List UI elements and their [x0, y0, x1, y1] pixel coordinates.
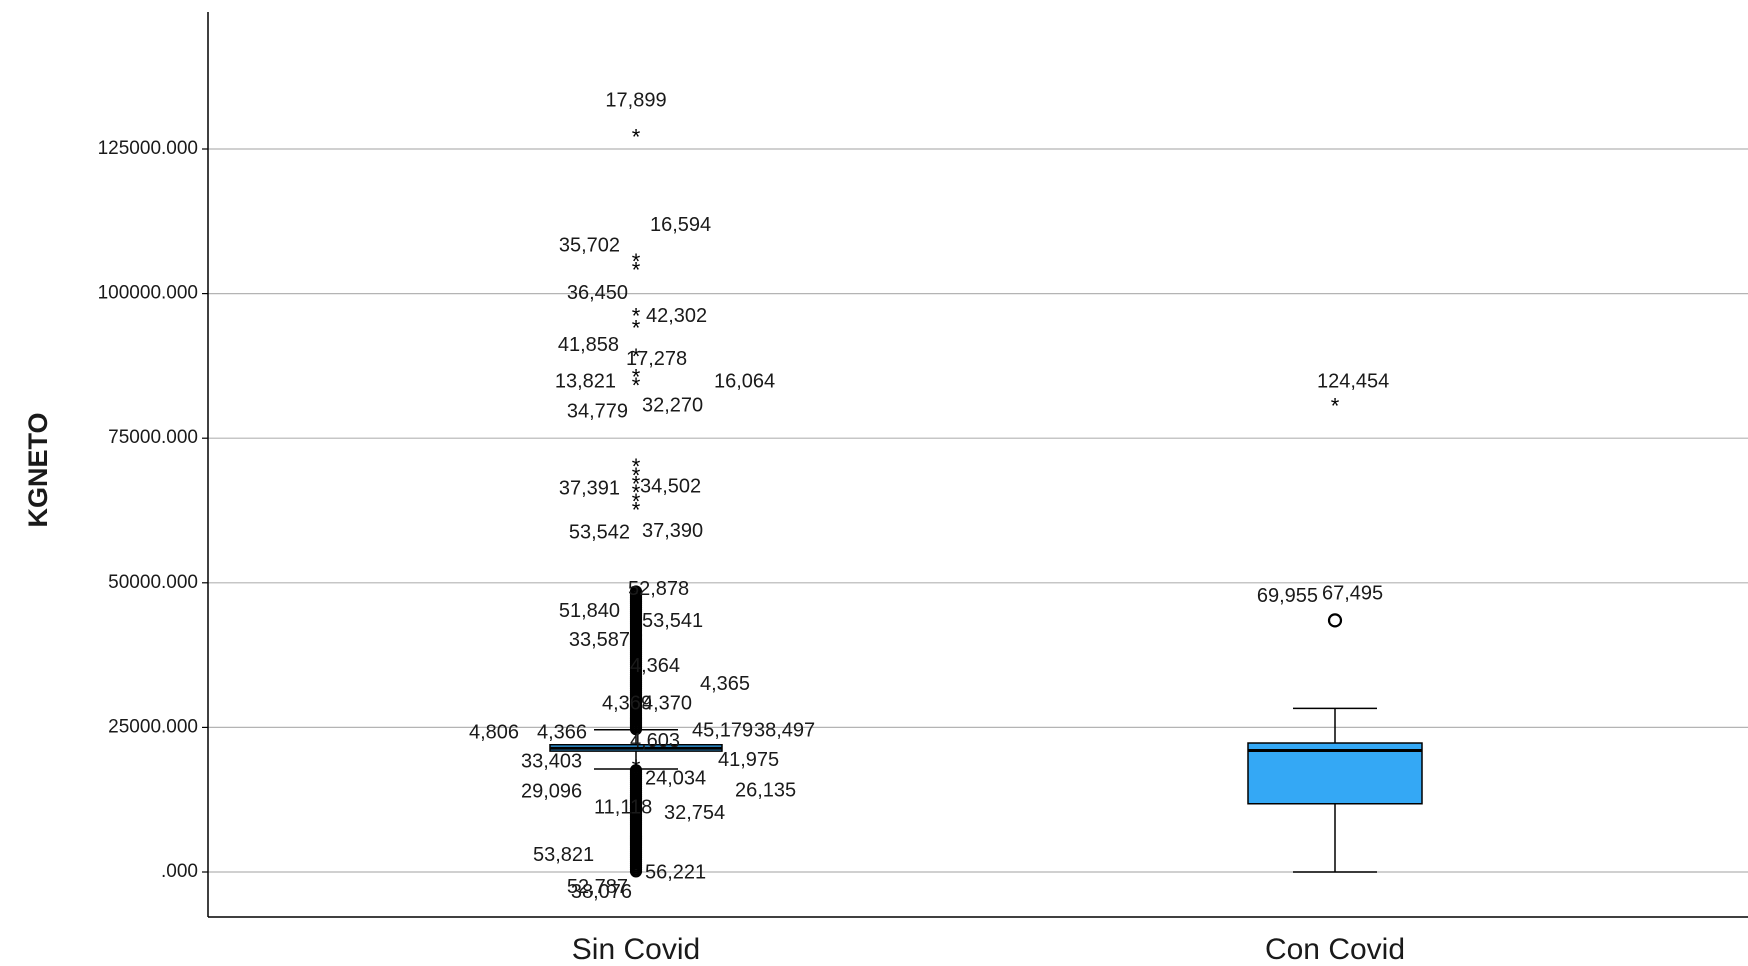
extreme-star: *	[632, 454, 641, 479]
outlier-label: 16,064	[714, 370, 775, 392]
extreme-star: *	[632, 249, 641, 274]
axes	[207, 12, 1748, 918]
extreme-star: *	[632, 344, 641, 369]
outlier-label: 53,542	[569, 521, 630, 543]
outlier-points: **********************************	[629, 124, 1343, 879]
outlier-label: 51,840	[559, 600, 620, 622]
outlier-label: 37,390	[642, 520, 703, 542]
extreme-star: *	[632, 845, 641, 870]
y-axis-title: KGNETO	[23, 412, 53, 527]
outlier-label: 17,278	[626, 348, 687, 370]
extreme-star: *	[632, 489, 641, 514]
y-tick-label: 50000.000	[108, 572, 198, 593]
extreme-star: *	[632, 685, 641, 710]
extreme-star: *	[632, 792, 641, 817]
outlier-label: 24,034	[645, 768, 706, 790]
outlier-circle	[629, 585, 643, 598]
outlier-label: 53,541	[642, 610, 703, 632]
outlier-label: 38,076	[571, 881, 632, 903]
gridlines	[208, 148, 1748, 873]
y-tick-label: .000	[161, 861, 198, 882]
outlier-label: 34,779	[567, 400, 628, 422]
extreme-star: *	[632, 772, 641, 797]
outlier-label: 42,302	[646, 305, 707, 327]
outlier-label: 53,821	[533, 844, 594, 866]
extreme-star: *	[632, 697, 641, 722]
outlier-label: 37,391	[559, 477, 620, 499]
extreme-star: *	[632, 833, 641, 858]
extreme-star: *	[632, 498, 641, 523]
outlier-label: 35,702	[559, 235, 620, 257]
outlier-label: 33,587	[569, 629, 630, 651]
extreme-star: *	[632, 804, 641, 829]
outlier-labels: 17,899 16,594 35,702 36,450 42,302 41,858 17,2…	[469, 90, 1389, 903]
outlier-label: 33,403	[521, 750, 582, 772]
outlier-label: 4,366	[537, 721, 587, 743]
outlier-label: 52,787	[567, 876, 628, 898]
outlier-label: 67,495	[1322, 583, 1383, 605]
extreme-star: *	[632, 854, 641, 879]
extreme-star: *	[632, 480, 641, 505]
extreme-star: *	[632, 813, 641, 838]
outlier-label: 4,603	[630, 730, 680, 752]
outlier-label: 41,858	[558, 334, 619, 356]
extreme-star: *	[632, 257, 641, 282]
extreme-star: *	[632, 364, 641, 389]
outlier-label: 4,364	[630, 655, 680, 677]
outlier-label: 4,370	[642, 693, 692, 715]
y-tick-label: 75000.000	[108, 427, 198, 448]
extreme-star: *	[632, 824, 641, 849]
extreme-star: *	[632, 784, 641, 809]
x-category-label: Sin Covid	[572, 933, 700, 966]
outlier-label: 4,806	[469, 721, 519, 743]
outlier-label: 17,899	[605, 90, 666, 112]
extreme-star: *	[632, 315, 641, 340]
extreme-star: *	[632, 628, 641, 653]
outlier-label: 38,497	[754, 720, 815, 742]
extreme-star: *	[632, 671, 641, 696]
y-tick-label: 100000.000	[98, 283, 198, 304]
y-tick-label: 25000.000	[108, 716, 198, 737]
outlier-label: 4,369	[602, 693, 652, 715]
extreme-star: *	[632, 463, 641, 488]
extreme-star: *	[632, 648, 641, 673]
outlier-label: 124,454	[1317, 370, 1389, 392]
x-category-label: Con Covid	[1265, 933, 1405, 966]
outlier-label: 56,221	[645, 861, 706, 883]
y-axis-ticks: .000 25000.000 50000.000 75000.000 100000.00…	[98, 138, 208, 882]
x-axis-categories: Sin Covid Con Covid	[572, 933, 1405, 966]
outlier-label: 36,450	[567, 282, 628, 304]
outlier-label: 41,975	[718, 749, 779, 771]
extreme-star: *	[632, 304, 641, 329]
extreme-star: *	[632, 607, 641, 632]
y-tick-label: 125000.000	[98, 138, 198, 159]
outlier-label: 11,118	[594, 797, 652, 819]
outlier-label: 26,135	[735, 779, 796, 801]
outlier-circle	[629, 764, 643, 777]
extreme-star: *	[632, 755, 641, 780]
outlier-label: 32,270	[642, 395, 703, 417]
extreme-star: *	[632, 373, 641, 398]
outlier-label: 45,179	[692, 720, 753, 742]
extreme-star: *	[632, 471, 641, 496]
outlier-label: 13,821	[555, 370, 616, 392]
outlier-circle	[1327, 613, 1343, 628]
outlier-label: 4,365	[700, 673, 750, 695]
box-iqr	[1247, 742, 1423, 805]
outlier-label: 34,502	[640, 476, 701, 498]
extreme-star: *	[632, 703, 641, 728]
extreme-star: *	[632, 662, 641, 687]
extreme-star: *	[632, 124, 641, 149]
boxes	[549, 707, 1423, 873]
extreme-star: *	[632, 764, 641, 789]
outlier-label: 32,754	[664, 802, 725, 824]
outlier-label: 16,594	[650, 214, 711, 236]
outlier-label: 52,878	[628, 578, 689, 600]
outlier-label: 69,955	[1257, 585, 1318, 607]
outlier-label: 29,096	[521, 780, 582, 802]
extreme-star: *	[1331, 393, 1340, 418]
